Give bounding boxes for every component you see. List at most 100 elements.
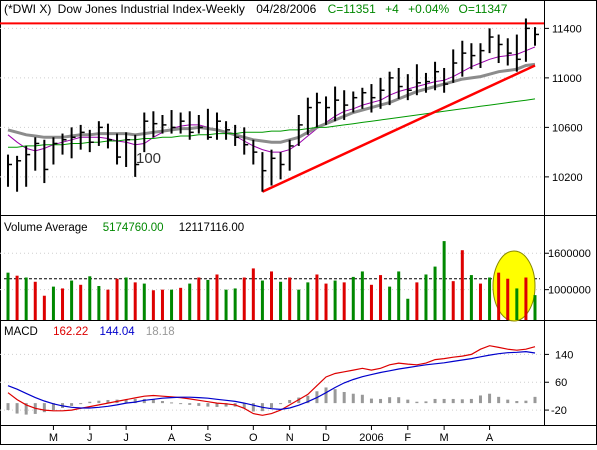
macd-histogram-bar	[279, 403, 283, 405]
macd-histogram-bar	[24, 403, 28, 415]
volume-bar	[151, 290, 155, 320]
macd-histogram-bar	[478, 395, 482, 404]
volume-bar	[33, 281, 37, 320]
volume-bar	[51, 286, 55, 320]
volume-bar	[478, 283, 482, 320]
macd-histogram-bar	[151, 399, 155, 404]
macd-histogram-bar	[397, 397, 401, 404]
support-trendline	[261, 64, 536, 193]
volume-bar	[306, 282, 310, 320]
volume-title: Volume Average	[4, 222, 88, 234]
macd-histogram-bar	[415, 401, 419, 404]
volume-tick-label: 1600000	[548, 248, 591, 260]
volume-bar	[506, 278, 510, 320]
macd-histogram-bar	[160, 401, 164, 404]
volume-bar	[497, 272, 501, 320]
macd-lines	[7, 345, 536, 416]
volume-bar	[333, 280, 337, 320]
volume-bar	[424, 274, 428, 320]
macd-histogram-bar	[460, 399, 464, 404]
volume-bar	[488, 277, 492, 320]
macd-gridlines	[0, 353, 544, 411]
volume-bar	[406, 298, 410, 320]
x-tick-label: O	[249, 432, 258, 444]
volume-legend-value-1: 5174760.00	[103, 222, 164, 234]
volume-legend: Volume Average 5174760.00 12117116.00	[4, 222, 244, 234]
volume-bar	[124, 277, 128, 320]
volume-bar	[460, 250, 464, 320]
x-tick-label: M	[49, 432, 58, 444]
x-tick-label: A	[486, 432, 494, 444]
macd-histogram-bar	[251, 403, 255, 412]
macd-histogram-bar	[88, 401, 92, 404]
macd-histogram-bar	[360, 394, 364, 404]
volume-bar	[97, 286, 101, 320]
volume-bar	[133, 282, 137, 320]
volume-bar	[251, 268, 255, 320]
moving-average-gray	[7, 62, 536, 144]
volume-bar	[379, 275, 383, 320]
volume-bar	[61, 288, 65, 320]
volume-bar	[469, 275, 473, 320]
volume-bar	[70, 280, 74, 320]
volume-bar	[115, 278, 119, 320]
macd-histogram-bar	[242, 403, 246, 409]
macd-histogram-bar	[170, 402, 174, 404]
macd-title: MACD	[4, 326, 38, 338]
volume-bar	[142, 283, 146, 320]
volume-bar	[242, 277, 246, 320]
volume-bar	[6, 272, 10, 320]
volume-bar	[233, 288, 237, 320]
x-tick-label: 2006	[359, 432, 383, 444]
volume-bar	[160, 289, 164, 320]
volume-bar	[288, 277, 292, 320]
volume-bar	[179, 287, 183, 320]
volume-bar	[270, 271, 273, 320]
volume-bar	[215, 274, 219, 320]
volume-bar	[15, 275, 19, 320]
macd-histogram-bar	[197, 403, 201, 406]
volume-bar	[315, 274, 319, 320]
macd-histogram-bar	[288, 399, 292, 404]
macd-histogram-bar	[297, 397, 301, 404]
moving-average-green	[8, 98, 536, 148]
macd-histogram-bar	[524, 400, 528, 404]
volume-axis-ticks: 1600000 1000000	[544, 248, 591, 297]
macd-histogram-bar	[6, 403, 10, 411]
chart-header: (*DWI X) Dow Jones Industrial Index-Week…	[4, 2, 508, 16]
macd-histogram-bar	[379, 398, 383, 404]
x-tick-label: N	[286, 432, 294, 444]
macd-histogram-bar	[224, 403, 228, 407]
macd-histogram-bar	[406, 399, 410, 404]
volume-bar	[42, 295, 46, 320]
macd-histogram-bar	[179, 403, 183, 405]
price-ohlc-bars	[7, 18, 539, 192]
symbol-label: (*DWI X)	[4, 2, 51, 16]
macd-axis-ticks: 140 60 -20	[544, 349, 573, 417]
macd-histogram-bar	[533, 396, 537, 404]
x-tick-label: J	[123, 432, 129, 444]
x-tick-label: J	[87, 432, 93, 444]
macd-histogram-bar	[442, 398, 446, 404]
volume-bar	[260, 280, 264, 320]
volume-bar	[451, 281, 455, 320]
x-tick-label: S	[204, 432, 211, 444]
volume-bar	[397, 271, 401, 320]
macd-line-macd	[7, 345, 536, 416]
price-trendlines	[0, 22, 544, 193]
price-tick-label: 11000	[552, 73, 582, 85]
macd-histogram-bar	[324, 387, 328, 404]
macd-histogram-bar	[124, 399, 128, 404]
volume-bar	[433, 266, 437, 320]
price-tick-label: 10600	[552, 122, 583, 134]
price-tick-label: 11400	[552, 23, 582, 35]
macd-histogram-bar	[369, 398, 373, 404]
x-tick-label: M	[440, 432, 449, 444]
macd-legend-value-2: 144.04	[99, 326, 135, 338]
x-tick-label: F	[404, 432, 411, 444]
volume-bar	[297, 289, 301, 320]
macd-legend: MACD 162.22 144.04 18.18	[4, 326, 175, 338]
macd-tick-label: 60	[555, 377, 567, 389]
